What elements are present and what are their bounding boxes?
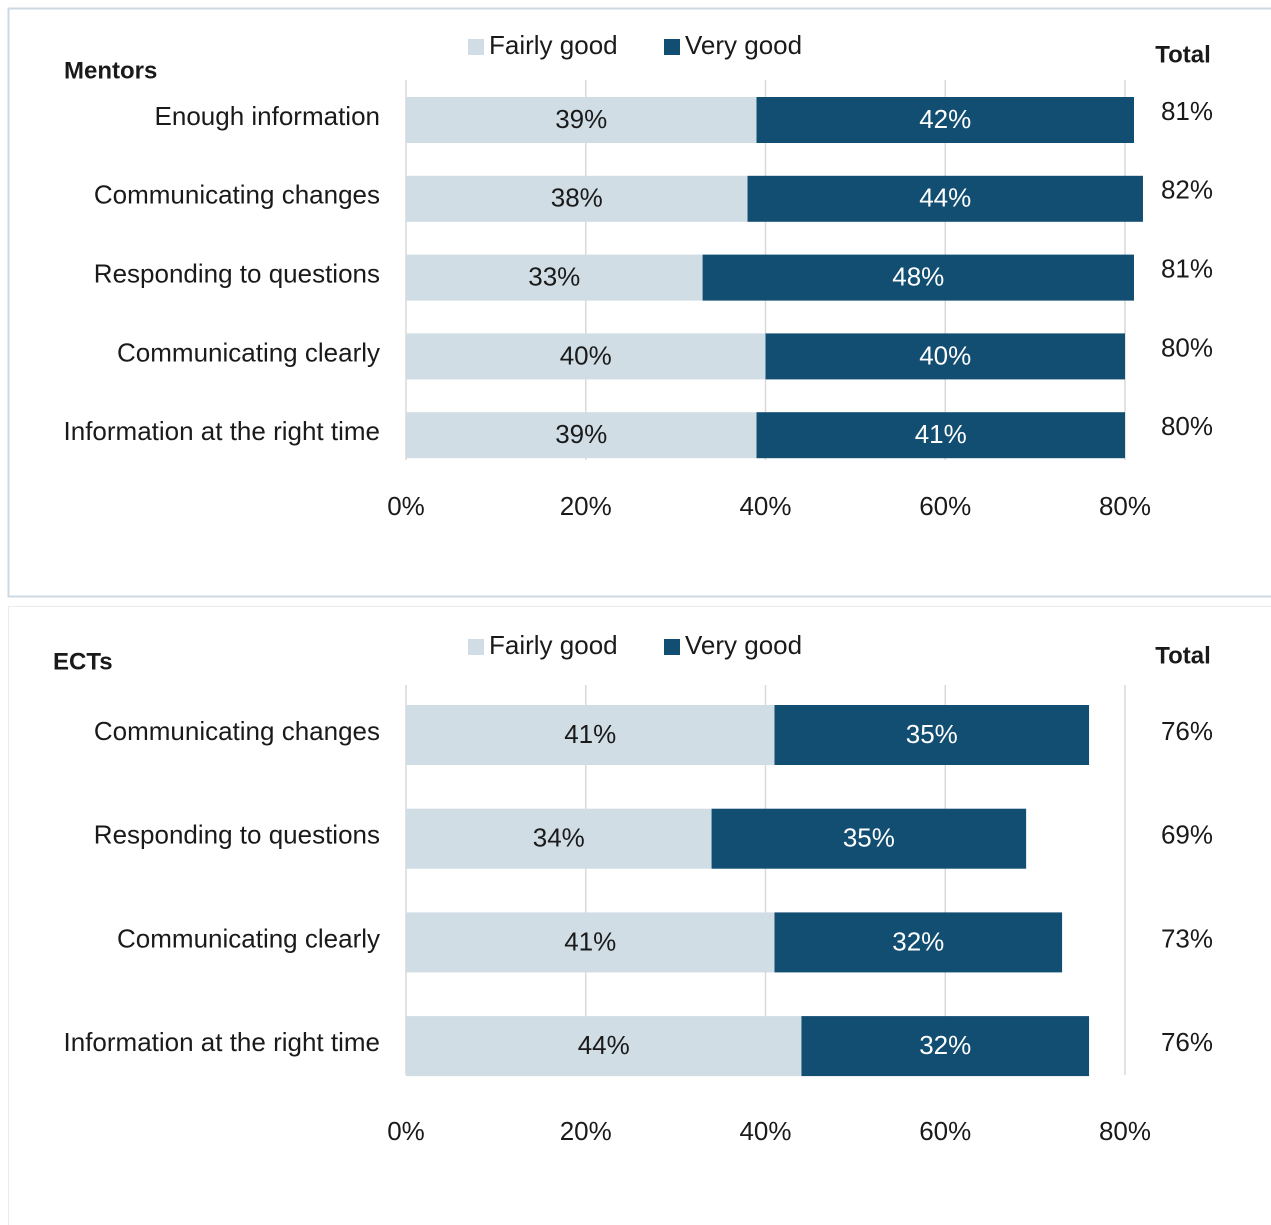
x-tick-label: 40% (739, 491, 791, 521)
value-label: 48% (892, 261, 944, 291)
value-label: 32% (919, 1030, 971, 1060)
bar-segment (406, 175, 748, 222)
category-label: Communicating clearly (117, 337, 380, 367)
category-label: Information at the right time (64, 416, 380, 446)
total-label: 82% (1161, 175, 1213, 205)
value-label: 42% (919, 104, 971, 134)
category-label: Information at the right time (64, 1027, 380, 1057)
value-label: 41% (915, 419, 967, 449)
legend-label: Fairly good (489, 630, 618, 660)
bar-segment (756, 412, 1125, 459)
bar-segment (765, 333, 1125, 380)
total-label: 76% (1161, 1027, 1213, 1057)
panel-border (7, 7, 1271, 598)
x-tick-label: 20% (560, 491, 612, 521)
value-label: 40% (560, 340, 612, 370)
bar-segment (774, 705, 1090, 765)
category-label: Communicating changes (94, 716, 380, 746)
total-label: 80% (1161, 411, 1213, 441)
value-label: 44% (578, 1030, 630, 1060)
bar-segment (406, 1016, 802, 1077)
legend-swatch (468, 39, 484, 55)
bar-segment (774, 912, 1063, 973)
value-label: 38% (551, 183, 603, 213)
value-label: 44% (919, 183, 971, 213)
total-header: Total (1155, 642, 1211, 669)
legend-label: Very good (685, 30, 802, 60)
category-label: Communicating clearly (117, 923, 380, 953)
value-label: 35% (906, 719, 958, 749)
bar-segment (406, 912, 775, 973)
panel-title: ECTs (53, 648, 113, 675)
x-tick-label: 0% (387, 491, 425, 521)
total-label: 81% (1161, 96, 1213, 126)
bar-segment (747, 175, 1143, 222)
total-header: Total (1155, 41, 1211, 68)
legend-swatch (468, 639, 484, 655)
legend-swatch (664, 639, 680, 655)
x-tick-label: 40% (739, 1116, 791, 1146)
value-label: 40% (919, 340, 971, 370)
value-label: 34% (533, 823, 585, 853)
total-label: 80% (1161, 332, 1213, 362)
category-label: Responding to questions (94, 258, 380, 288)
total-label: 76% (1161, 716, 1213, 746)
legend-label: Very good (685, 630, 802, 660)
bar-segment (711, 808, 1027, 869)
x-tick-label: 20% (560, 1116, 612, 1146)
legend-swatch (664, 39, 680, 55)
bar-segment (756, 97, 1134, 143)
category-label: Communicating changes (94, 180, 380, 210)
value-label: 32% (892, 926, 944, 956)
bar-segment (801, 1016, 1090, 1077)
value-label: 41% (564, 719, 616, 749)
bar-segment (406, 808, 712, 869)
value-label: 33% (528, 261, 580, 291)
x-tick-label: 60% (919, 491, 971, 521)
x-tick-label: 80% (1099, 1116, 1151, 1146)
panel-title: Mentors (64, 57, 157, 84)
bar-segment (406, 705, 775, 765)
value-label: 35% (843, 823, 895, 853)
x-tick-label: 0% (387, 1116, 425, 1146)
bar-segment (406, 333, 766, 380)
category-label: Enough information (155, 101, 380, 131)
bar-segment (702, 254, 1134, 301)
legend-label: Fairly good (489, 30, 618, 60)
value-label: 41% (564, 926, 616, 956)
total-label: 69% (1161, 820, 1213, 850)
x-tick-label: 80% (1099, 491, 1151, 521)
category-label: Responding to questions (94, 820, 380, 850)
x-tick-label: 60% (919, 1116, 971, 1146)
bar-segment (406, 254, 703, 301)
value-label: 39% (555, 419, 607, 449)
bar-segment (406, 97, 757, 143)
total-label: 73% (1161, 923, 1213, 953)
panel-border (8, 606, 1271, 1225)
bar-segment (406, 412, 757, 459)
value-label: 39% (555, 104, 607, 134)
total-label: 81% (1161, 253, 1213, 283)
